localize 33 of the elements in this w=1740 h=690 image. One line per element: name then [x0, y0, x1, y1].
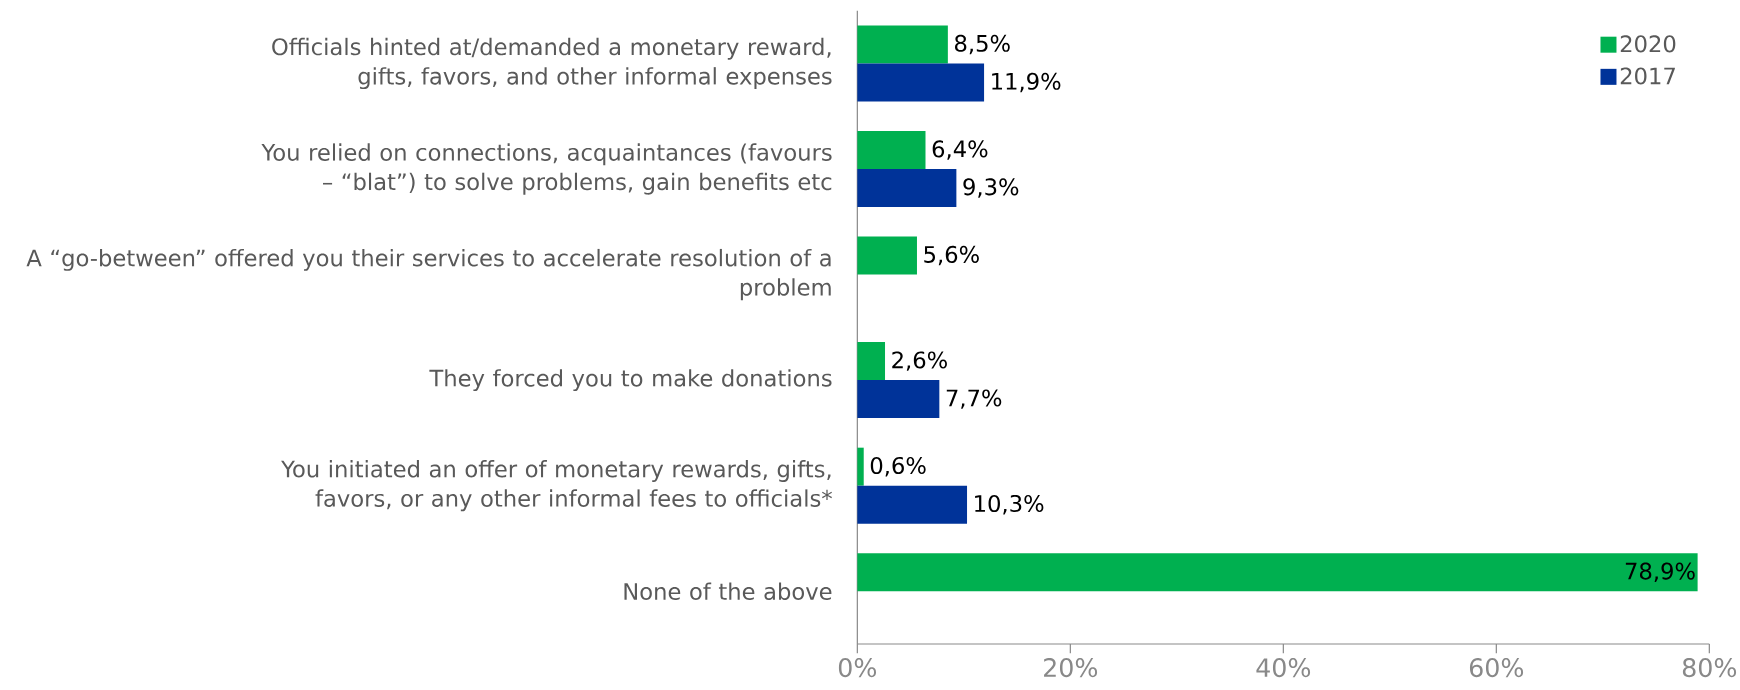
bar — [857, 25, 948, 64]
bar — [857, 447, 864, 486]
data-label: 10,3% — [975, 494, 1044, 515]
data-label: 5,6% — [924, 245, 979, 266]
data-label: 6,4% — [932, 140, 988, 160]
bar — [857, 236, 917, 275]
y-tick-label: A “go-between” offered you their services to accelerate resolution of a problem — [26, 248, 831, 301]
x-tick-label: 40% — [1256, 658, 1311, 678]
data-label: 9,3% — [963, 178, 1019, 198]
data-label: 7,7% — [946, 389, 1002, 409]
bar — [857, 63, 985, 102]
x-tick-label: 0% — [838, 658, 877, 678]
data-label: 0,6% — [870, 456, 926, 477]
x-tick-label: 20% — [1044, 658, 1098, 678]
bar — [857, 131, 926, 170]
x-tick-label: 80% — [1682, 658, 1737, 678]
bar — [857, 485, 968, 524]
legend-label: 2020 — [1620, 35, 1676, 53]
legend-label: 2017 — [1620, 67, 1675, 85]
data-label: 11,9% — [992, 72, 1061, 93]
y-tick-label: None of the above — [624, 582, 832, 600]
y-tick-label: You relied on connections, acquaintances (favours – “blat”) to solve problems, gain benefits etc — [261, 143, 832, 195]
data-label: 78,9% — [1625, 562, 1695, 582]
y-tick-label: You initiated an offer of monetary rewards, gifts, favors, or any other informal fees to officials* — [281, 460, 832, 512]
data-label: 2,6% — [892, 351, 947, 371]
y-tick-label: Officials hinted at/demanded a monetary reward, gifts, favors, and other informal expenses — [272, 37, 832, 90]
bar — [857, 553, 1698, 592]
bar — [857, 342, 886, 381]
bar — [857, 380, 940, 419]
y-tick-label: They forced you to make donations — [429, 369, 832, 392]
x-tick-label: 60% — [1469, 658, 1524, 678]
data-label: 8,5% — [955, 34, 1010, 55]
bar — [857, 169, 957, 208]
